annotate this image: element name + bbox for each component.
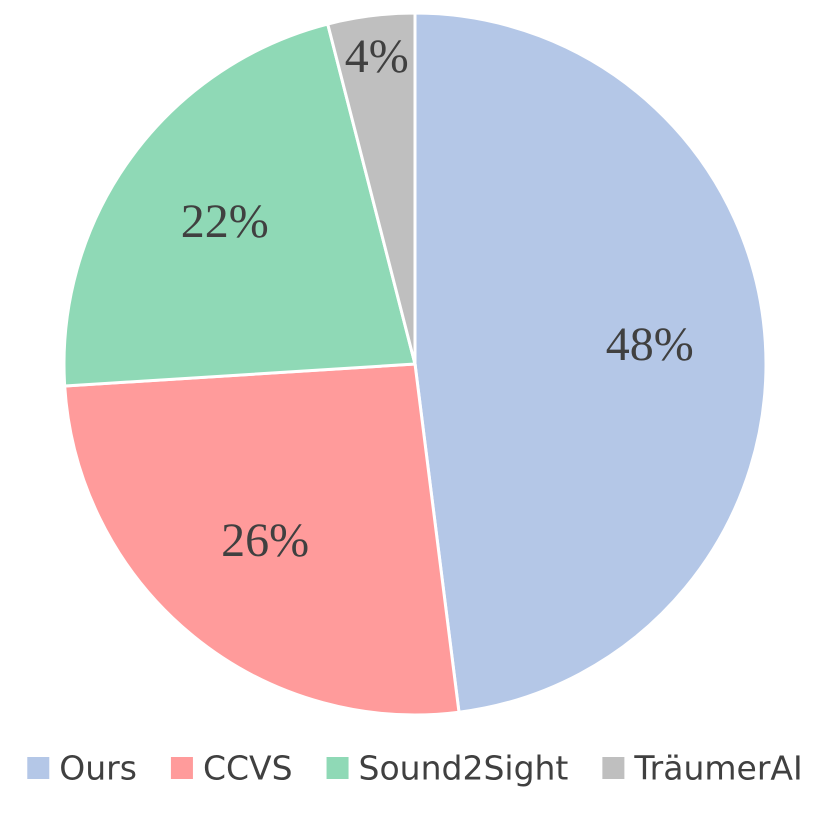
legend-swatch bbox=[602, 757, 625, 779]
value-label: 22% bbox=[181, 195, 269, 248]
pie-slice bbox=[62, 22, 417, 388]
legend-swatch bbox=[27, 757, 50, 779]
legend-swatch bbox=[170, 757, 193, 779]
pie-slice bbox=[325, 11, 417, 365]
legend-label: TräumerAI bbox=[633, 749, 802, 788]
legend-swatch bbox=[326, 757, 349, 779]
legend-label: CCVS bbox=[203, 749, 293, 788]
pie-slice bbox=[413, 11, 768, 714]
pie-slice bbox=[63, 362, 461, 717]
legend-label: Ours bbox=[59, 749, 137, 788]
legend-label: Sound2Sight bbox=[359, 749, 569, 788]
value-label: 26% bbox=[221, 514, 309, 567]
value-label: 48% bbox=[606, 318, 694, 371]
value-label: 4% bbox=[345, 30, 409, 83]
